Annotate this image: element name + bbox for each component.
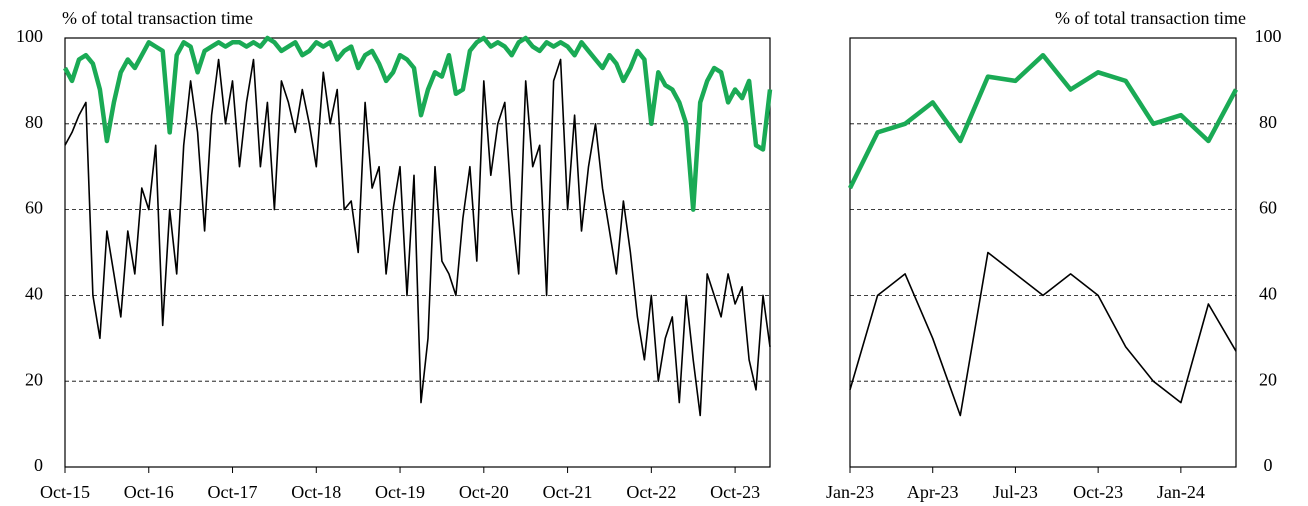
y-tick-label: 100 — [16, 26, 43, 46]
y-axis-title: % of total transaction time — [1055, 8, 1246, 28]
x-tick-label: Oct-22 — [626, 482, 676, 502]
y-tick-label: 0 — [1264, 455, 1273, 475]
x-tick-label: Oct-15 — [40, 482, 90, 502]
y-tick-label: 0 — [34, 455, 43, 475]
series-line — [847, 52, 1238, 190]
y-tick-label: 60 — [25, 198, 43, 218]
y-tick-label: 80 — [25, 112, 43, 132]
x-tick-label: Oct-21 — [543, 482, 593, 502]
series-line — [64, 58, 771, 417]
series-line — [849, 251, 1237, 417]
x-tick-label: Apr-23 — [907, 482, 959, 502]
plot-frame — [849, 37, 1237, 468]
y-axis-title: % of total transaction time — [62, 8, 253, 28]
y-tick-label: 40 — [1259, 284, 1277, 304]
x-tick-label: Jul-23 — [993, 482, 1038, 502]
x-tick-label: Jan-24 — [1157, 482, 1205, 502]
x-tick-label: Oct-20 — [459, 482, 509, 502]
x-tick-label: Oct-23 — [710, 482, 760, 502]
y-tick-label: 80 — [1259, 112, 1277, 132]
y-tick-label: 20 — [1259, 369, 1277, 389]
x-tick-label: Oct-23 — [1073, 482, 1123, 502]
y-tick-label: 60 — [1259, 198, 1277, 218]
y-tick-label: 100 — [1255, 26, 1282, 46]
x-tick-label: Oct-17 — [208, 482, 258, 502]
plot-frame — [64, 37, 771, 468]
series-line — [63, 35, 773, 212]
x-tick-label: Jan-23 — [826, 482, 874, 502]
x-tick-label: Oct-16 — [124, 482, 174, 502]
x-tick-label: Oct-18 — [291, 482, 341, 502]
y-tick-label: 20 — [25, 369, 43, 389]
y-tick-label: 40 — [25, 284, 43, 304]
x-tick-label: Oct-19 — [375, 482, 425, 502]
